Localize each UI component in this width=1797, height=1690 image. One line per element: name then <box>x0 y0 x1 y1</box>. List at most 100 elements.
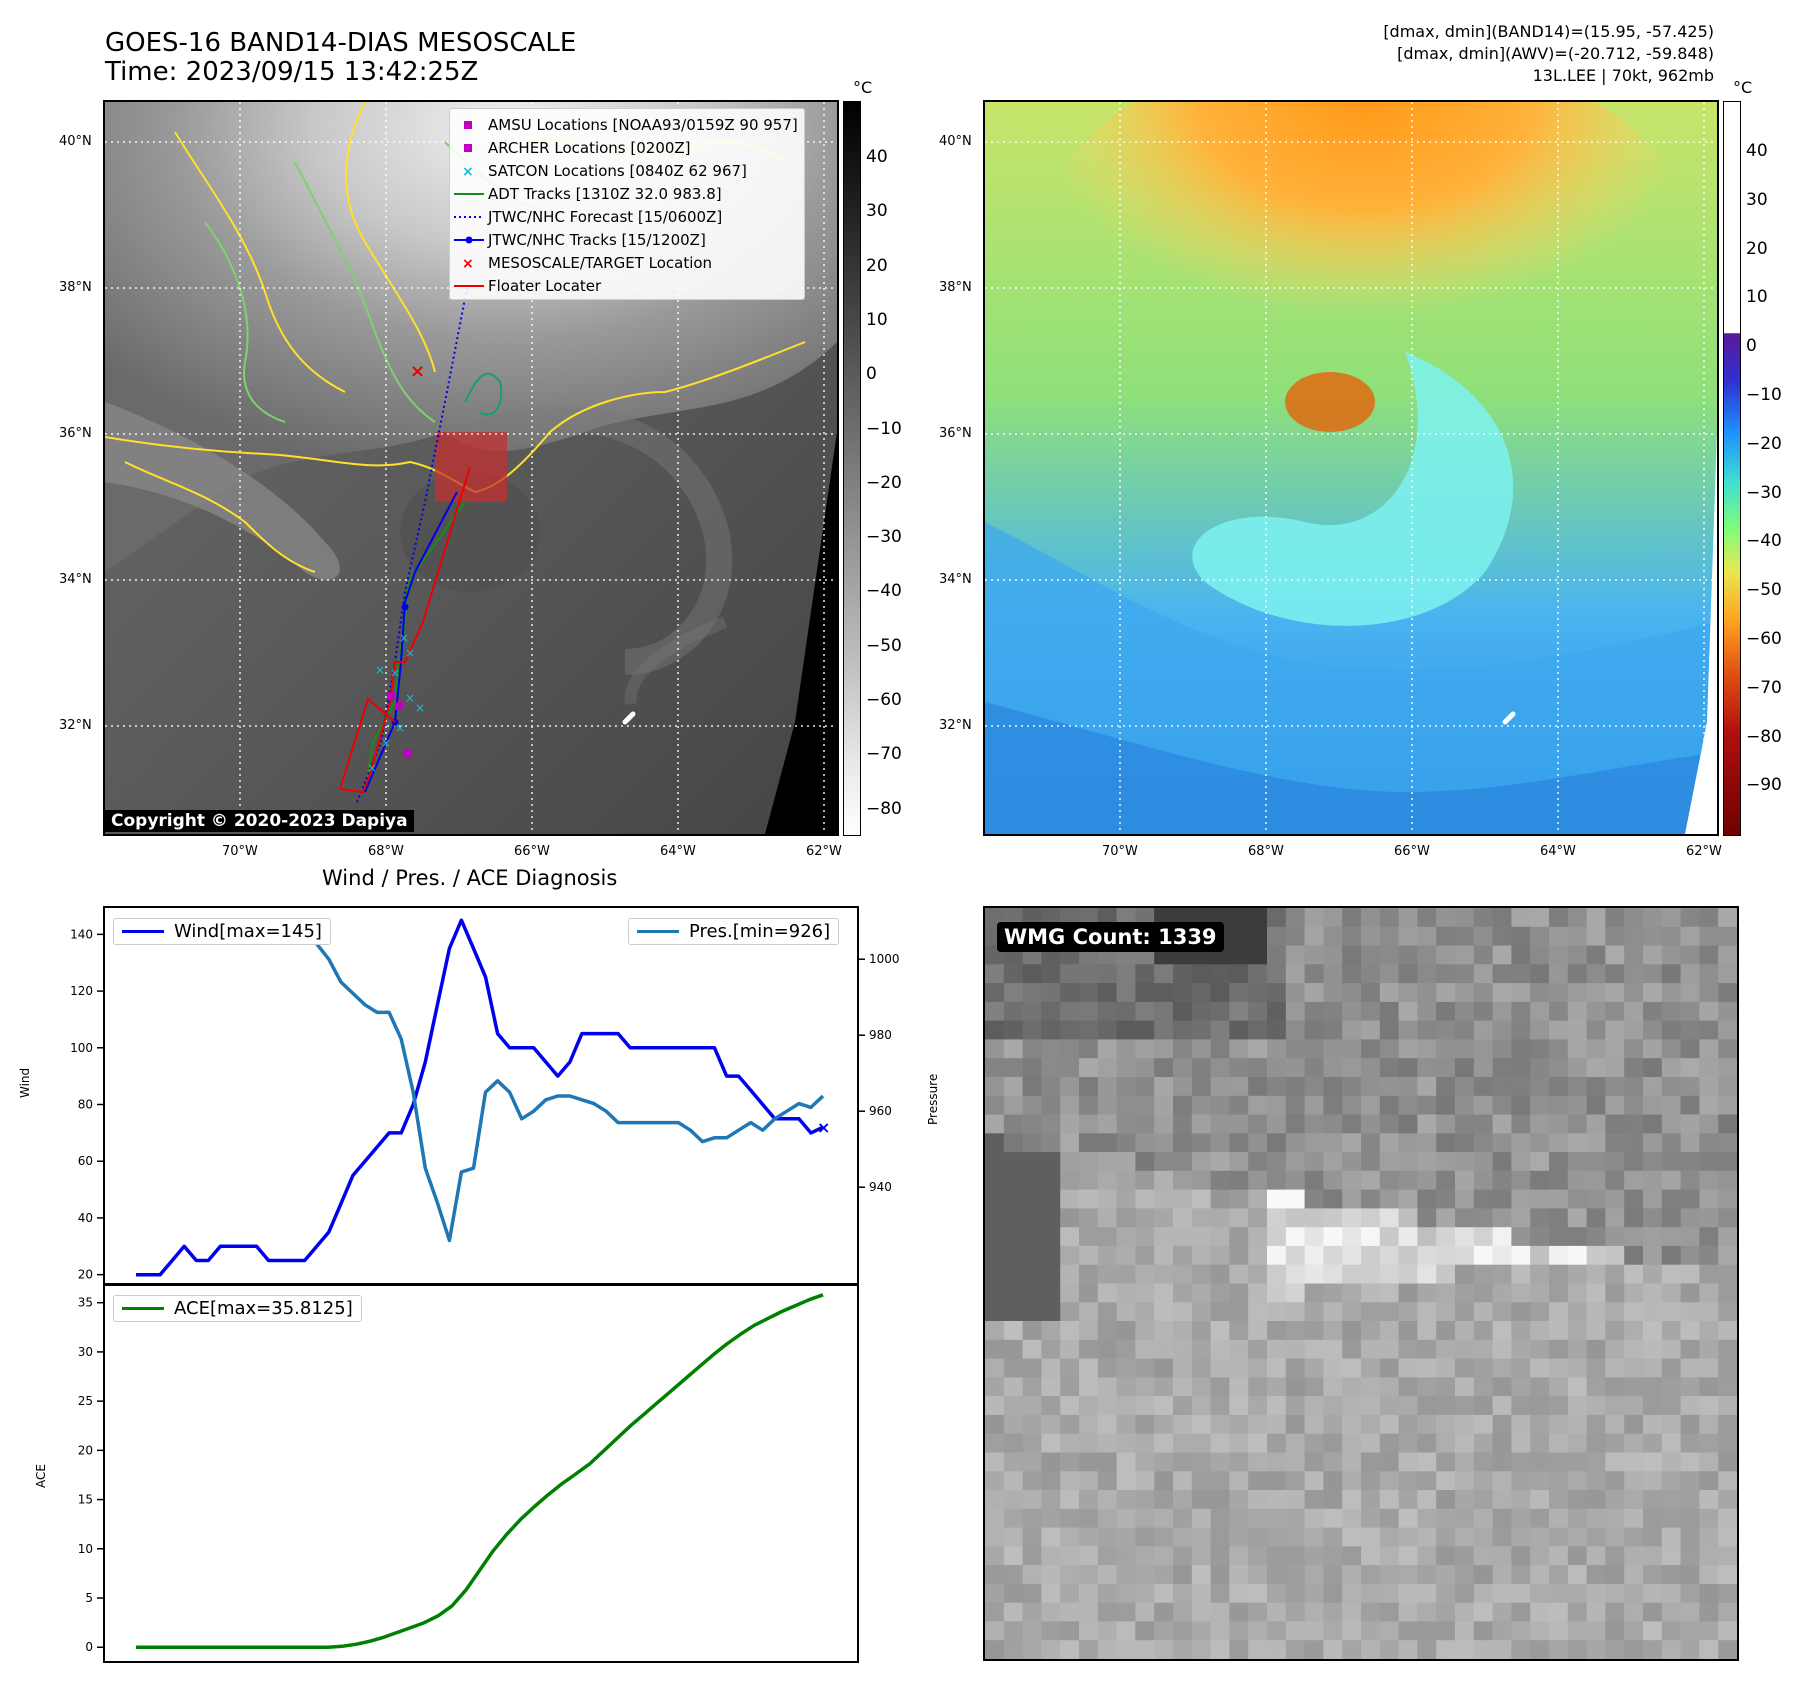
lon-tick-label: 62°W <box>1686 844 1722 859</box>
pressure-legend: Pres.[min=926] <box>628 918 840 945</box>
svg-text:×: × <box>367 761 377 775</box>
legend-label: MESOSCALE/TARGET Location <box>488 253 713 272</box>
ace-series-line <box>136 1293 824 1649</box>
ace-chart: 0 5 10 15 20 25 30 35 <box>78 1283 859 1663</box>
wind-y-tick-label: 140 <box>70 927 93 941</box>
legend-symbol-icon: × <box>450 251 488 274</box>
ir-colorbar-tick: 10 <box>866 309 888 330</box>
wind-axis-label: Wind <box>18 1067 32 1098</box>
lat-tick-label: 32°N <box>939 718 972 733</box>
lat-tick-label: 34°N <box>59 572 92 587</box>
pressure-y-tick-label: 980 <box>869 1028 892 1042</box>
ir-colorbar-tick: −20 <box>866 472 902 493</box>
legend-item: × MESOSCALE/TARGET Location <box>450 251 798 274</box>
svg-text:×: × <box>462 256 474 272</box>
legend-symbol-icon: × <box>450 159 488 182</box>
legend-symbol-icon <box>450 113 488 136</box>
lon-tick-label: 64°W <box>1540 844 1576 859</box>
lat-tick-label: 40°N <box>939 134 972 149</box>
awv-colorbar-tick: −80 <box>1746 726 1782 747</box>
ir-colorbar-tick: −60 <box>866 690 902 710</box>
wind-y-tick-label: 20 <box>78 1268 93 1282</box>
lon-tick-label: 66°W <box>514 844 550 859</box>
legend-label: Floater Locater <box>488 276 602 295</box>
wind-y-tick-label: 80 <box>78 1098 93 1112</box>
legend-item: ADT Tracks [1310Z 32.0 983.8] <box>450 182 798 205</box>
ace-legend-label: ACE[max=35.8125] <box>174 1298 353 1319</box>
wind-end-marker: × <box>817 1118 830 1137</box>
ir-colorbar-tick: −50 <box>866 635 902 656</box>
awv-colorbar <box>1723 101 1741 836</box>
legend-item: ARCHER Locations [0200Z] <box>450 136 798 159</box>
legend-symbol-icon <box>450 205 488 228</box>
awv-map-panel <box>983 100 1719 836</box>
svg-text:×: × <box>395 721 405 735</box>
lon-tick-label: 70°W <box>222 844 258 859</box>
pressure-axis-label: Pressure <box>926 1073 940 1125</box>
copyright-badge: Copyright © 2020-2023 Dapiya <box>105 810 414 832</box>
wind-series-line <box>136 918 824 1277</box>
lat-tick-label: 34°N <box>939 572 972 587</box>
svg-text:×: × <box>410 361 425 382</box>
legend-label: JTWC/NHC Forecast [15/0600Z] <box>488 207 723 226</box>
legend-label: ARCHER Locations [0200Z] <box>488 138 691 157</box>
ace-y-tick-label: 5 <box>85 1591 93 1605</box>
svg-text:×: × <box>405 646 415 660</box>
pressure-y-tick-label: 1000 <box>869 952 900 966</box>
awv-colorbar-tick: −10 <box>1746 385 1782 405</box>
wind-y-tick-label: 40 <box>78 1211 93 1225</box>
lat-tick-label: 38°N <box>939 280 972 295</box>
legend-label: ADT Tracks [1310Z 32.0 983.8] <box>488 184 722 203</box>
legend-item: JTWC/NHC Tracks [15/1200Z] <box>450 228 798 251</box>
svg-text:×: × <box>405 691 415 705</box>
lon-tick-label: 68°W <box>1248 844 1284 859</box>
awv-colorbar-tick: −70 <box>1746 677 1782 698</box>
svg-text:×: × <box>399 631 409 645</box>
awv-colorbar-tick: −60 <box>1746 629 1782 649</box>
awv-colorbar-tick: 10 <box>1746 287 1768 308</box>
lat-tick-label: 40°N <box>59 134 92 149</box>
ace-legend-line <box>122 1307 164 1310</box>
ir-map-panel: × × × × × × × × × × Copyright © 2020-2023 Dapi… <box>103 100 839 836</box>
lat-tick-label: 36°N <box>59 426 92 441</box>
awv-colorbar-tick: 30 <box>1746 189 1768 210</box>
svg-text:×: × <box>462 164 474 180</box>
info-awv-range: [dmax, dmin](AWV)=(-20.712, -59.848) <box>1397 44 1714 63</box>
lat-tick-label: 32°N <box>59 718 92 733</box>
lon-tick-label: 66°W <box>1394 844 1430 859</box>
legend-label: JTWC/NHC Tracks [15/1200Z] <box>488 230 706 249</box>
awv-colorbar-tick: −90 <box>1746 775 1782 796</box>
ir-colorbar-tick: 0 <box>866 364 877 385</box>
wind-legend-label: Wind[max=145] <box>174 921 322 942</box>
lat-tick-label: 36°N <box>939 426 972 441</box>
legend-symbol-icon <box>450 274 488 297</box>
ir-colorbar-unit: °C <box>853 78 873 97</box>
legend-symbol-icon <box>450 136 488 159</box>
legend-label: SATCON Locations [0840Z 62 967] <box>488 161 747 180</box>
ace-y-tick-label: 10 <box>78 1542 93 1556</box>
lat-tick-label: 38°N <box>59 280 92 295</box>
ace-y-tick-label: 30 <box>78 1345 93 1359</box>
wmg-count-badge: WMG Count: 1339 <box>997 922 1224 952</box>
svg-text:×: × <box>415 701 425 715</box>
ace-y-tick-label: 35 <box>78 1296 93 1310</box>
awv-colorbar-tick: 20 <box>1746 238 1768 259</box>
info-storm: 13L.LEE | 70kt, 962mb <box>1532 66 1714 85</box>
wind-legend-line <box>122 930 164 933</box>
ir-colorbar-tick: −10 <box>866 418 902 439</box>
lon-tick-label: 64°W <box>660 844 696 859</box>
awv-colorbar-tick: −20 <box>1746 433 1782 454</box>
figure-title: GOES-16 BAND14-DIAS MESOSCALE <box>105 28 577 58</box>
ace-y-tick-label: 15 <box>78 1493 93 1507</box>
legend-label: AMSU Locations [NOAA93/0159Z 90 957] <box>488 115 798 134</box>
wind-y-tick-label: 60 <box>78 1154 93 1168</box>
ir-colorbar-tick: 20 <box>866 255 888 276</box>
legend-symbol-icon <box>450 182 488 205</box>
info-band14-range: [dmax, dmin](BAND14)=(15.95, -57.425) <box>1383 22 1714 41</box>
wind-y-tick-label: 120 <box>70 984 93 998</box>
legend-item: JTWC/NHC Forecast [15/0600Z] <box>450 205 798 228</box>
awv-colorbar-tick: 40 <box>1746 141 1768 161</box>
svg-text:×: × <box>381 736 391 750</box>
awv-colorbar-tick: 0 <box>1746 336 1757 357</box>
figure-time: Time: 2023/09/15 13:42:25Z <box>105 57 479 87</box>
